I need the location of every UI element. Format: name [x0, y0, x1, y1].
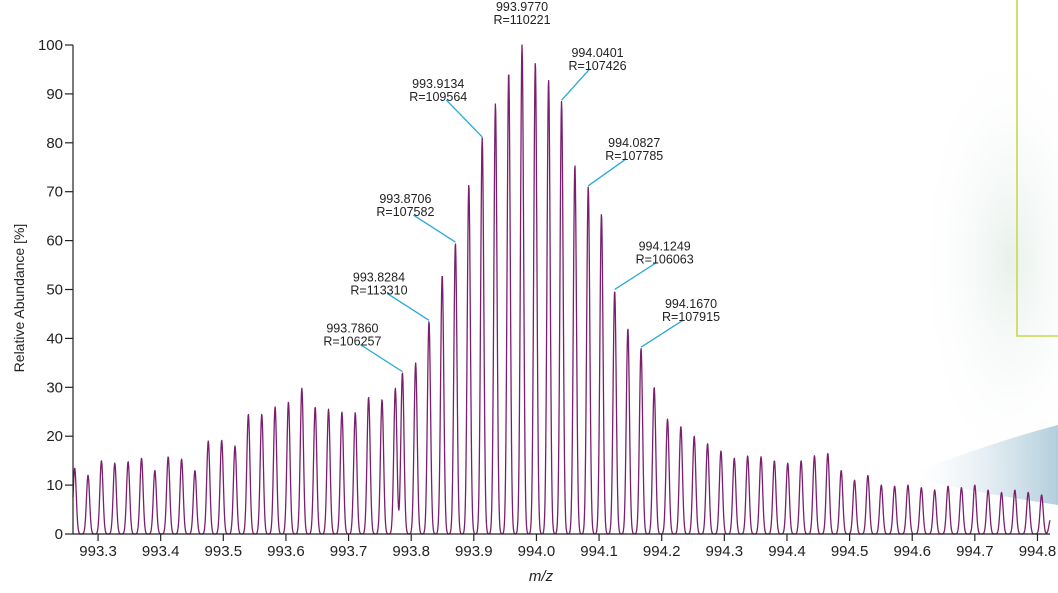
- y-tick-label: 20: [46, 428, 63, 445]
- x-tick-label: 994.0: [518, 543, 556, 560]
- x-axis-label: m/z: [529, 568, 554, 585]
- annotation-leader: [386, 292, 430, 321]
- annotation-resolution: R=109564: [409, 90, 467, 104]
- annotation-mz: 993.8706: [379, 192, 431, 206]
- y-tick-label: 0: [55, 526, 63, 543]
- annotation-resolution: R=113310: [350, 283, 407, 297]
- annotation-mz: 993.7860: [326, 322, 378, 336]
- annotation-mz: 994.1670: [665, 297, 717, 311]
- annotation-resolution: R=106063: [636, 252, 694, 266]
- x-tick-label: 993.3: [79, 543, 117, 560]
- x-tick-label: 994.2: [643, 543, 681, 560]
- legend-box-frame: [1016, 0, 1058, 337]
- annotation-leader: [445, 99, 483, 138]
- y-tick-label: 30: [46, 379, 63, 396]
- annotation-resolution: R=107785: [605, 149, 663, 163]
- annotation-resolution: R=107582: [376, 205, 434, 219]
- annotation-resolution: R=110221: [493, 13, 550, 27]
- spectrum-trace-layer: [72, 44, 1051, 535]
- y-tick-label: 100: [38, 37, 63, 54]
- y-tick-label: 80: [46, 135, 63, 152]
- annotation-mz: 994.0827: [608, 136, 660, 150]
- annotation-leader: [614, 261, 658, 291]
- y-tick-label: 90: [46, 86, 63, 103]
- y-tick-label: 40: [46, 330, 63, 347]
- x-tick-label: 994.1: [580, 543, 618, 560]
- annotation-mz: 994.0401: [571, 46, 623, 60]
- annotation-mz: 993.9134: [412, 77, 464, 91]
- annotation-mz: 994.1249: [639, 239, 691, 253]
- x-tick-label: 993.6: [267, 543, 305, 560]
- x-tick-label: 994.6: [893, 543, 931, 560]
- annotation-leader: [640, 319, 684, 348]
- annotation-resolution: R=107915: [662, 310, 720, 324]
- y-tick-label: 60: [46, 233, 63, 250]
- annotation-resolution: R=106257: [323, 335, 381, 349]
- x-tick-label: 994.3: [706, 543, 744, 560]
- molecule-watermark: [915, 30, 1058, 490]
- x-tick-label: 993.7: [330, 543, 368, 560]
- x-tick-label: 994.8: [1019, 543, 1057, 560]
- background-decoration: [915, 0, 1058, 505]
- annotation-leader: [587, 158, 627, 187]
- x-tick-label: 994.4: [768, 543, 806, 560]
- x-tick-label: 994.7: [956, 543, 994, 560]
- y-axis-label: Relative Abundance [%]: [11, 224, 27, 373]
- annotation-leader: [561, 68, 591, 101]
- x-tick-label: 994.5: [831, 543, 869, 560]
- y-axis-ticks: 0 10 20 30 40 50 60 70 80 90 100: [38, 37, 73, 543]
- x-tick-label: 993.5: [205, 543, 243, 560]
- annotation-mz: 993.8284: [353, 270, 405, 284]
- annotation-leader: [360, 344, 403, 373]
- blue-swoosh: [920, 425, 1058, 505]
- annotation-leader: [413, 214, 456, 243]
- x-tick-label: 993.9: [455, 543, 493, 560]
- annotation-mz: 993.9770: [496, 0, 548, 14]
- spectrum-trace: [72, 44, 1051, 535]
- y-tick-label: 10: [46, 477, 63, 494]
- x-tick-label: 993.8: [392, 543, 430, 560]
- x-axis-ticks: 993.3 993.4 993.5 993.6 993.7 993.8 993.9 994.0…: [79, 534, 1056, 560]
- x-tick-label: 993.4: [142, 543, 180, 560]
- y-tick-label: 70: [46, 184, 63, 201]
- annotation-resolution: R=107426: [569, 59, 627, 73]
- y-tick-label: 50: [46, 282, 63, 299]
